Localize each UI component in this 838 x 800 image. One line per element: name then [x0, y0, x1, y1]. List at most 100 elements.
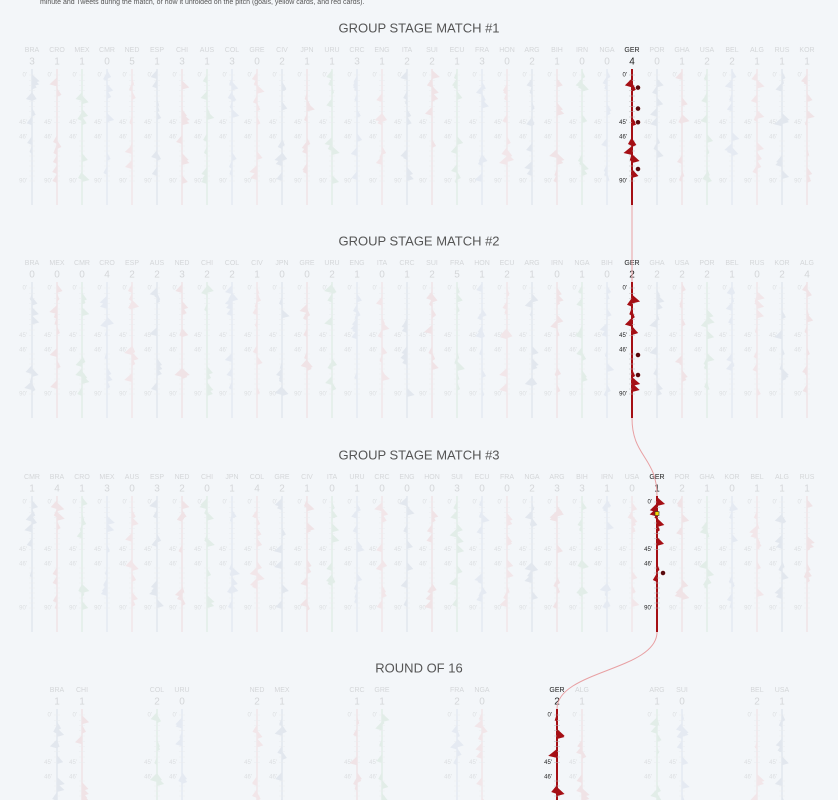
- tweet-spike: [29, 375, 32, 384]
- tweet-spike: [379, 354, 382, 363]
- tweet-spike: [649, 318, 657, 328]
- tweet-spike: [82, 516, 87, 526]
- tweet-spike: [401, 346, 407, 355]
- tweet-spike: [324, 137, 332, 146]
- tweet-spike: [449, 528, 457, 538]
- tweet-spike: [57, 727, 65, 737]
- tweet-spike: [575, 78, 582, 88]
- minute-label: 0': [98, 500, 102, 506]
- minute-label: 45': [544, 547, 552, 553]
- tweet-spike: [632, 326, 639, 336]
- tweet-spike: [607, 499, 612, 509]
- minute-label: 0': [298, 73, 302, 79]
- minute-label: 46': [119, 135, 127, 141]
- team-score: 3: [554, 484, 560, 495]
- tweet-spike: [650, 724, 657, 734]
- tweet-spike: [529, 115, 532, 125]
- tweet-spike: [226, 368, 232, 377]
- tweet-spike: [278, 296, 282, 306]
- tweet-spike: [282, 527, 286, 537]
- tweet-spike: [327, 142, 332, 151]
- tweet-spike: [350, 321, 357, 331]
- tweet-spike: [732, 500, 735, 510]
- minute-label: 0': [698, 73, 702, 79]
- minute-label: 45': [494, 547, 502, 553]
- team-score: 0: [679, 697, 685, 708]
- minute-label: 0': [73, 73, 77, 79]
- tweet-spike: [782, 514, 787, 524]
- tweet-spike: [582, 792, 590, 800]
- tweet-spike: [257, 286, 260, 296]
- minute-label: 45': [544, 760, 552, 766]
- minute-label: 0': [673, 286, 677, 292]
- tweet-spike: [149, 327, 157, 337]
- tweet-spike: [800, 74, 807, 84]
- team-score: 3: [104, 484, 110, 495]
- tweet-spike: [175, 717, 182, 727]
- tweet-spike: [182, 80, 190, 90]
- tweet-spike: [507, 288, 510, 298]
- tweet-spike: [807, 569, 812, 578]
- tweet-spike: [207, 382, 213, 391]
- tweet-spike: [302, 311, 307, 321]
- tweet-spike: [282, 81, 287, 91]
- tweet-spike: [551, 785, 557, 794]
- tweet-spike: [274, 386, 282, 395]
- minute-label: 90': [44, 179, 52, 185]
- tweet-spike: [582, 586, 589, 595]
- tweet-spike: [502, 300, 507, 310]
- tweet-spike: [257, 729, 263, 739]
- tweet-spike: [149, 773, 157, 782]
- tweet-spike: [382, 346, 388, 355]
- tweet-spike: [278, 717, 282, 727]
- minute-label: 46': [494, 562, 502, 568]
- minute-label: 46': [44, 135, 52, 141]
- tweet-spike: [749, 525, 757, 535]
- tweet-spike: [403, 151, 407, 160]
- tweet-spike: [57, 783, 65, 792]
- tweet-spike: [428, 346, 432, 355]
- tweet-spike: [657, 149, 664, 158]
- team-score: 1: [354, 270, 360, 281]
- tweet-spike: [257, 102, 261, 112]
- minute-label: 45': [269, 547, 277, 553]
- tweet-spike: [726, 286, 732, 296]
- minute-label: 90': [269, 606, 277, 612]
- team-code: ARG: [524, 47, 539, 54]
- tweet-spike: [32, 77, 40, 87]
- tweet-spike: [732, 70, 737, 79]
- tweet-spike: [604, 588, 607, 597]
- tweet-spike: [332, 509, 338, 519]
- tweet-spike: [757, 109, 765, 119]
- tweet-spike: [204, 506, 207, 516]
- tweet-spike: [29, 569, 32, 578]
- tweet-spike: [107, 515, 115, 525]
- team-code: CMR: [24, 474, 40, 481]
- tweet-spike: [750, 94, 757, 104]
- tweet-spike: [332, 533, 340, 543]
- tweet-spike: [432, 361, 439, 370]
- tweet-spike: [776, 540, 782, 550]
- tweet-spike: [52, 165, 57, 174]
- tweet-spike: [728, 575, 732, 584]
- tweet-spike: [682, 780, 690, 789]
- tweet-spike: [653, 716, 657, 726]
- minute-label: 45': [244, 333, 252, 339]
- tweet-spike: [207, 366, 213, 375]
- tweet-spike: [682, 725, 689, 735]
- tweet-spike: [382, 713, 390, 723]
- tweet-spike: [478, 154, 482, 163]
- tweet-spike: [449, 577, 457, 586]
- minute-label: 46': [744, 348, 752, 354]
- tweet-spike: [207, 106, 211, 116]
- tweet-spike: [227, 91, 232, 100]
- minute-label: 46': [769, 562, 777, 568]
